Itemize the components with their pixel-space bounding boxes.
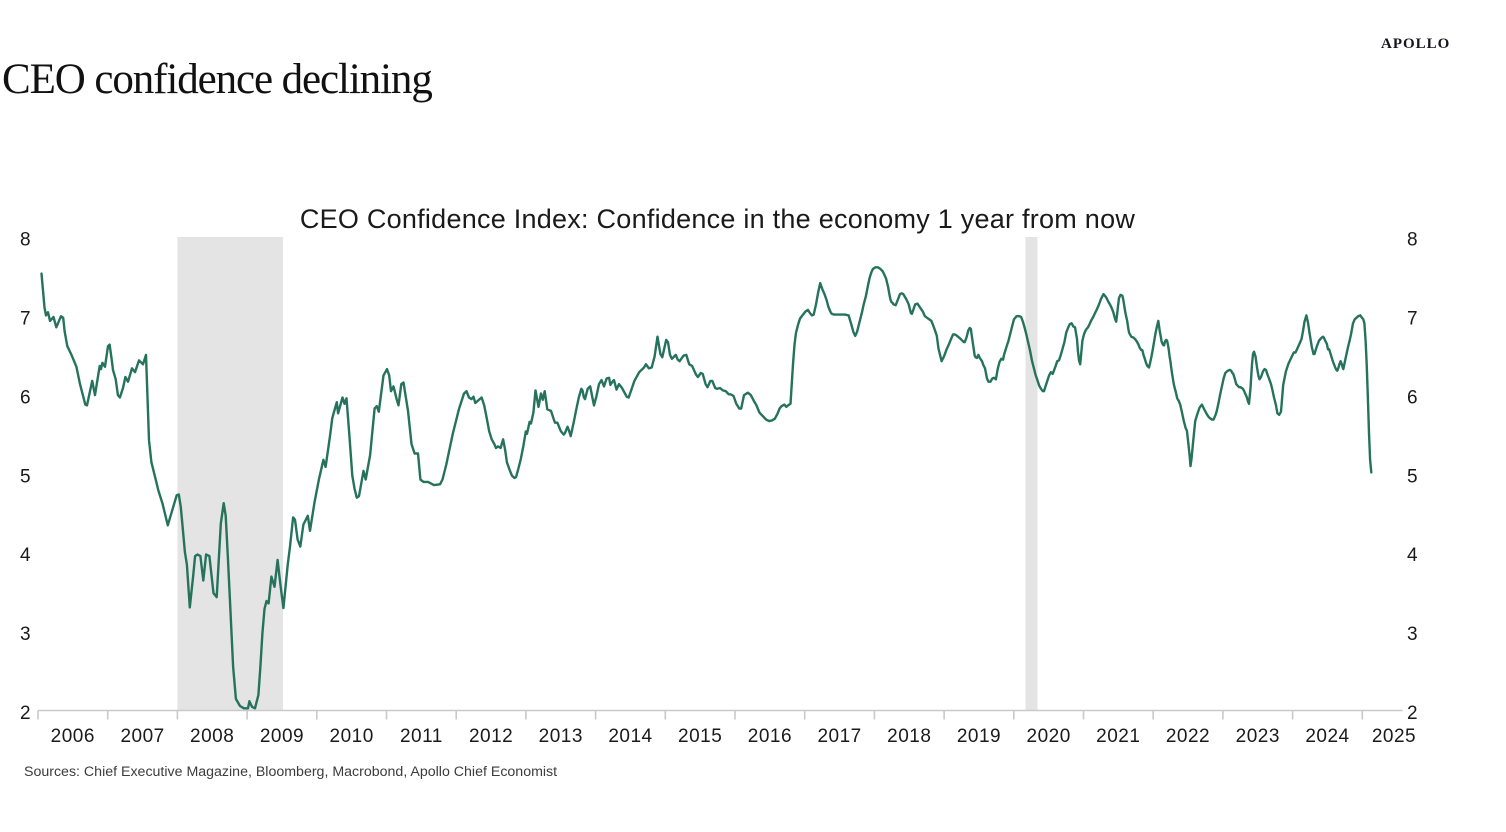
svg-text:2: 2 [1407, 703, 1418, 724]
svg-text:2017: 2017 [817, 726, 861, 747]
svg-text:4: 4 [20, 545, 31, 566]
svg-text:2019: 2019 [957, 726, 1001, 747]
svg-text:6: 6 [20, 387, 31, 408]
svg-text:7: 7 [1407, 309, 1418, 330]
svg-text:2: 2 [20, 703, 31, 724]
svg-text:2013: 2013 [539, 726, 583, 747]
svg-text:2010: 2010 [330, 726, 374, 747]
svg-text:2021: 2021 [1096, 726, 1140, 747]
svg-text:2009: 2009 [260, 726, 304, 747]
svg-text:6: 6 [1407, 387, 1418, 408]
svg-text:5: 5 [1407, 466, 1418, 487]
svg-text:2022: 2022 [1166, 726, 1210, 747]
svg-text:2023: 2023 [1236, 726, 1280, 747]
svg-text:2008: 2008 [190, 726, 234, 747]
svg-text:2020: 2020 [1027, 726, 1071, 747]
svg-text:8: 8 [1407, 230, 1418, 251]
svg-text:3: 3 [20, 624, 31, 645]
svg-text:2018: 2018 [887, 726, 931, 747]
svg-text:2007: 2007 [120, 726, 164, 747]
svg-text:2015: 2015 [678, 726, 722, 747]
svg-text:2006: 2006 [51, 726, 95, 747]
svg-text:2012: 2012 [469, 726, 513, 747]
svg-text:2025: 2025 [1372, 726, 1416, 747]
svg-text:7: 7 [20, 309, 31, 330]
svg-text:4: 4 [1407, 545, 1418, 566]
svg-text:2016: 2016 [748, 726, 792, 747]
svg-text:2014: 2014 [608, 726, 652, 747]
svg-text:2024: 2024 [1305, 726, 1349, 747]
svg-text:2011: 2011 [400, 726, 443, 747]
svg-text:8: 8 [20, 230, 31, 251]
svg-text:5: 5 [20, 466, 31, 487]
svg-text:3: 3 [1407, 624, 1418, 645]
